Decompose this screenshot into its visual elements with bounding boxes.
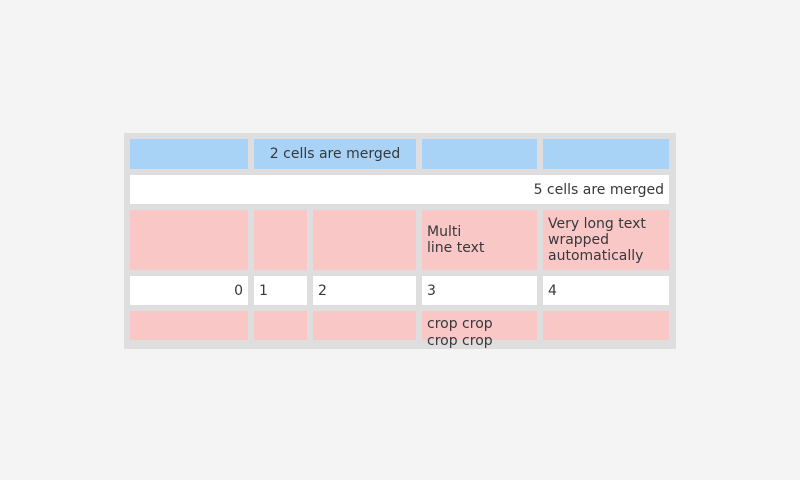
table-cell-r2c0[interactable] [130,210,248,270]
cell-text: 4 [548,282,557,299]
table-cell-r3c4[interactable]: 4 [543,276,669,305]
cell-text: 2 cells are merged [269,146,401,162]
table-cell-r1-merged[interactable]: 5 cells are merged [130,175,669,204]
table-cell-r2c3[interactable]: Multi line text [422,210,537,270]
table-cell-r2c4[interactable]: Very long text wrapped automatically [543,210,669,270]
cell-text: 5 cells are merged [533,181,664,198]
cell-text: Very long text wrapped automatically [548,216,646,264]
table-cell-r0c3[interactable] [422,139,537,169]
table-cell-r4c4[interactable] [543,311,669,340]
table-cell-r2c2[interactable] [313,210,416,270]
table-widget: 2 cells are merged 5 cells are merged Mu… [124,133,676,349]
table-cell-r4c3-cropped[interactable]: crop crop crop crop [422,311,537,349]
table-cell-r0c0[interactable] [130,139,248,169]
table-cell-r2c1[interactable] [254,210,307,270]
cell-text: crop crop crop crop [427,316,493,349]
cell-text: 2 [318,282,327,299]
cell-text: Multi line text [427,224,485,256]
table-cell-r3c0[interactable]: 0 [130,276,248,305]
table-cell-r4c2[interactable] [313,311,416,340]
cell-text: 0 [234,282,243,299]
cell-text: 3 [427,282,436,299]
table-cell-r0c4[interactable] [543,139,669,169]
table-cell-r4c0[interactable] [130,311,248,340]
table-grid: 2 cells are merged 5 cells are merged Mu… [124,133,676,349]
cell-text: 1 [259,282,268,299]
table-cell-r3c3[interactable]: 3 [422,276,537,305]
table-cell-r0c1-merged[interactable]: 2 cells are merged [254,139,416,169]
table-cell-r3c2[interactable]: 2 [313,276,416,305]
table-cell-r3c1[interactable]: 1 [254,276,307,305]
table-cell-r4c1[interactable] [254,311,307,340]
